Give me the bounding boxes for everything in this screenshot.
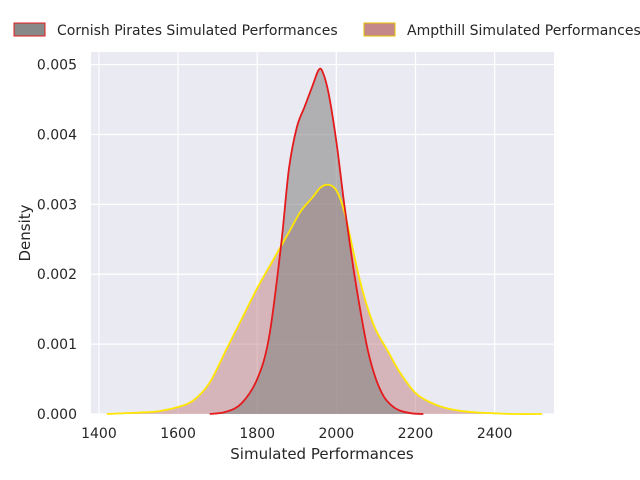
y-tick-label: 0.001 [37,337,77,353]
series-layer [106,67,543,415]
y-tick-label: 0.004 [37,127,77,143]
legend: Cornish Pirates Simulated Performances A… [13,22,640,39]
density-line-ampthill [106,183,543,415]
legend-label-cornish-pirates: Cornish Pirates Simulated Performances [57,23,338,39]
density-area-cornish-pirates [209,68,424,414]
x-axis-ticks: 1400 1600 1800 2000 2200 2400 [81,426,512,442]
x-tick-label: 2200 [398,426,434,442]
x-tick-label: 1400 [81,426,117,442]
x-tick-label: 2400 [477,426,513,442]
y-tick-label: 0.005 [37,58,77,74]
density-line-cornish-pirates [209,67,424,415]
x-tick-label: 1800 [239,426,275,442]
legend-swatch-ampthill [363,22,396,37]
legend-label-ampthill: Ampthill Simulated Performances [407,23,640,39]
y-axis-label: Density [16,204,34,261]
y-tick-label: 0.000 [37,407,77,423]
legend-swatch-cornish-pirates [13,22,46,37]
y-axis-ticks: 0.000 0.001 0.002 0.003 0.004 0.005 [37,58,77,423]
x-tick-label: 1600 [160,426,196,442]
x-axis-label: Simulated Performances [230,445,414,463]
y-tick-label: 0.003 [37,197,77,213]
y-tick-label: 0.002 [37,267,77,283]
x-tick-label: 2000 [319,426,355,442]
